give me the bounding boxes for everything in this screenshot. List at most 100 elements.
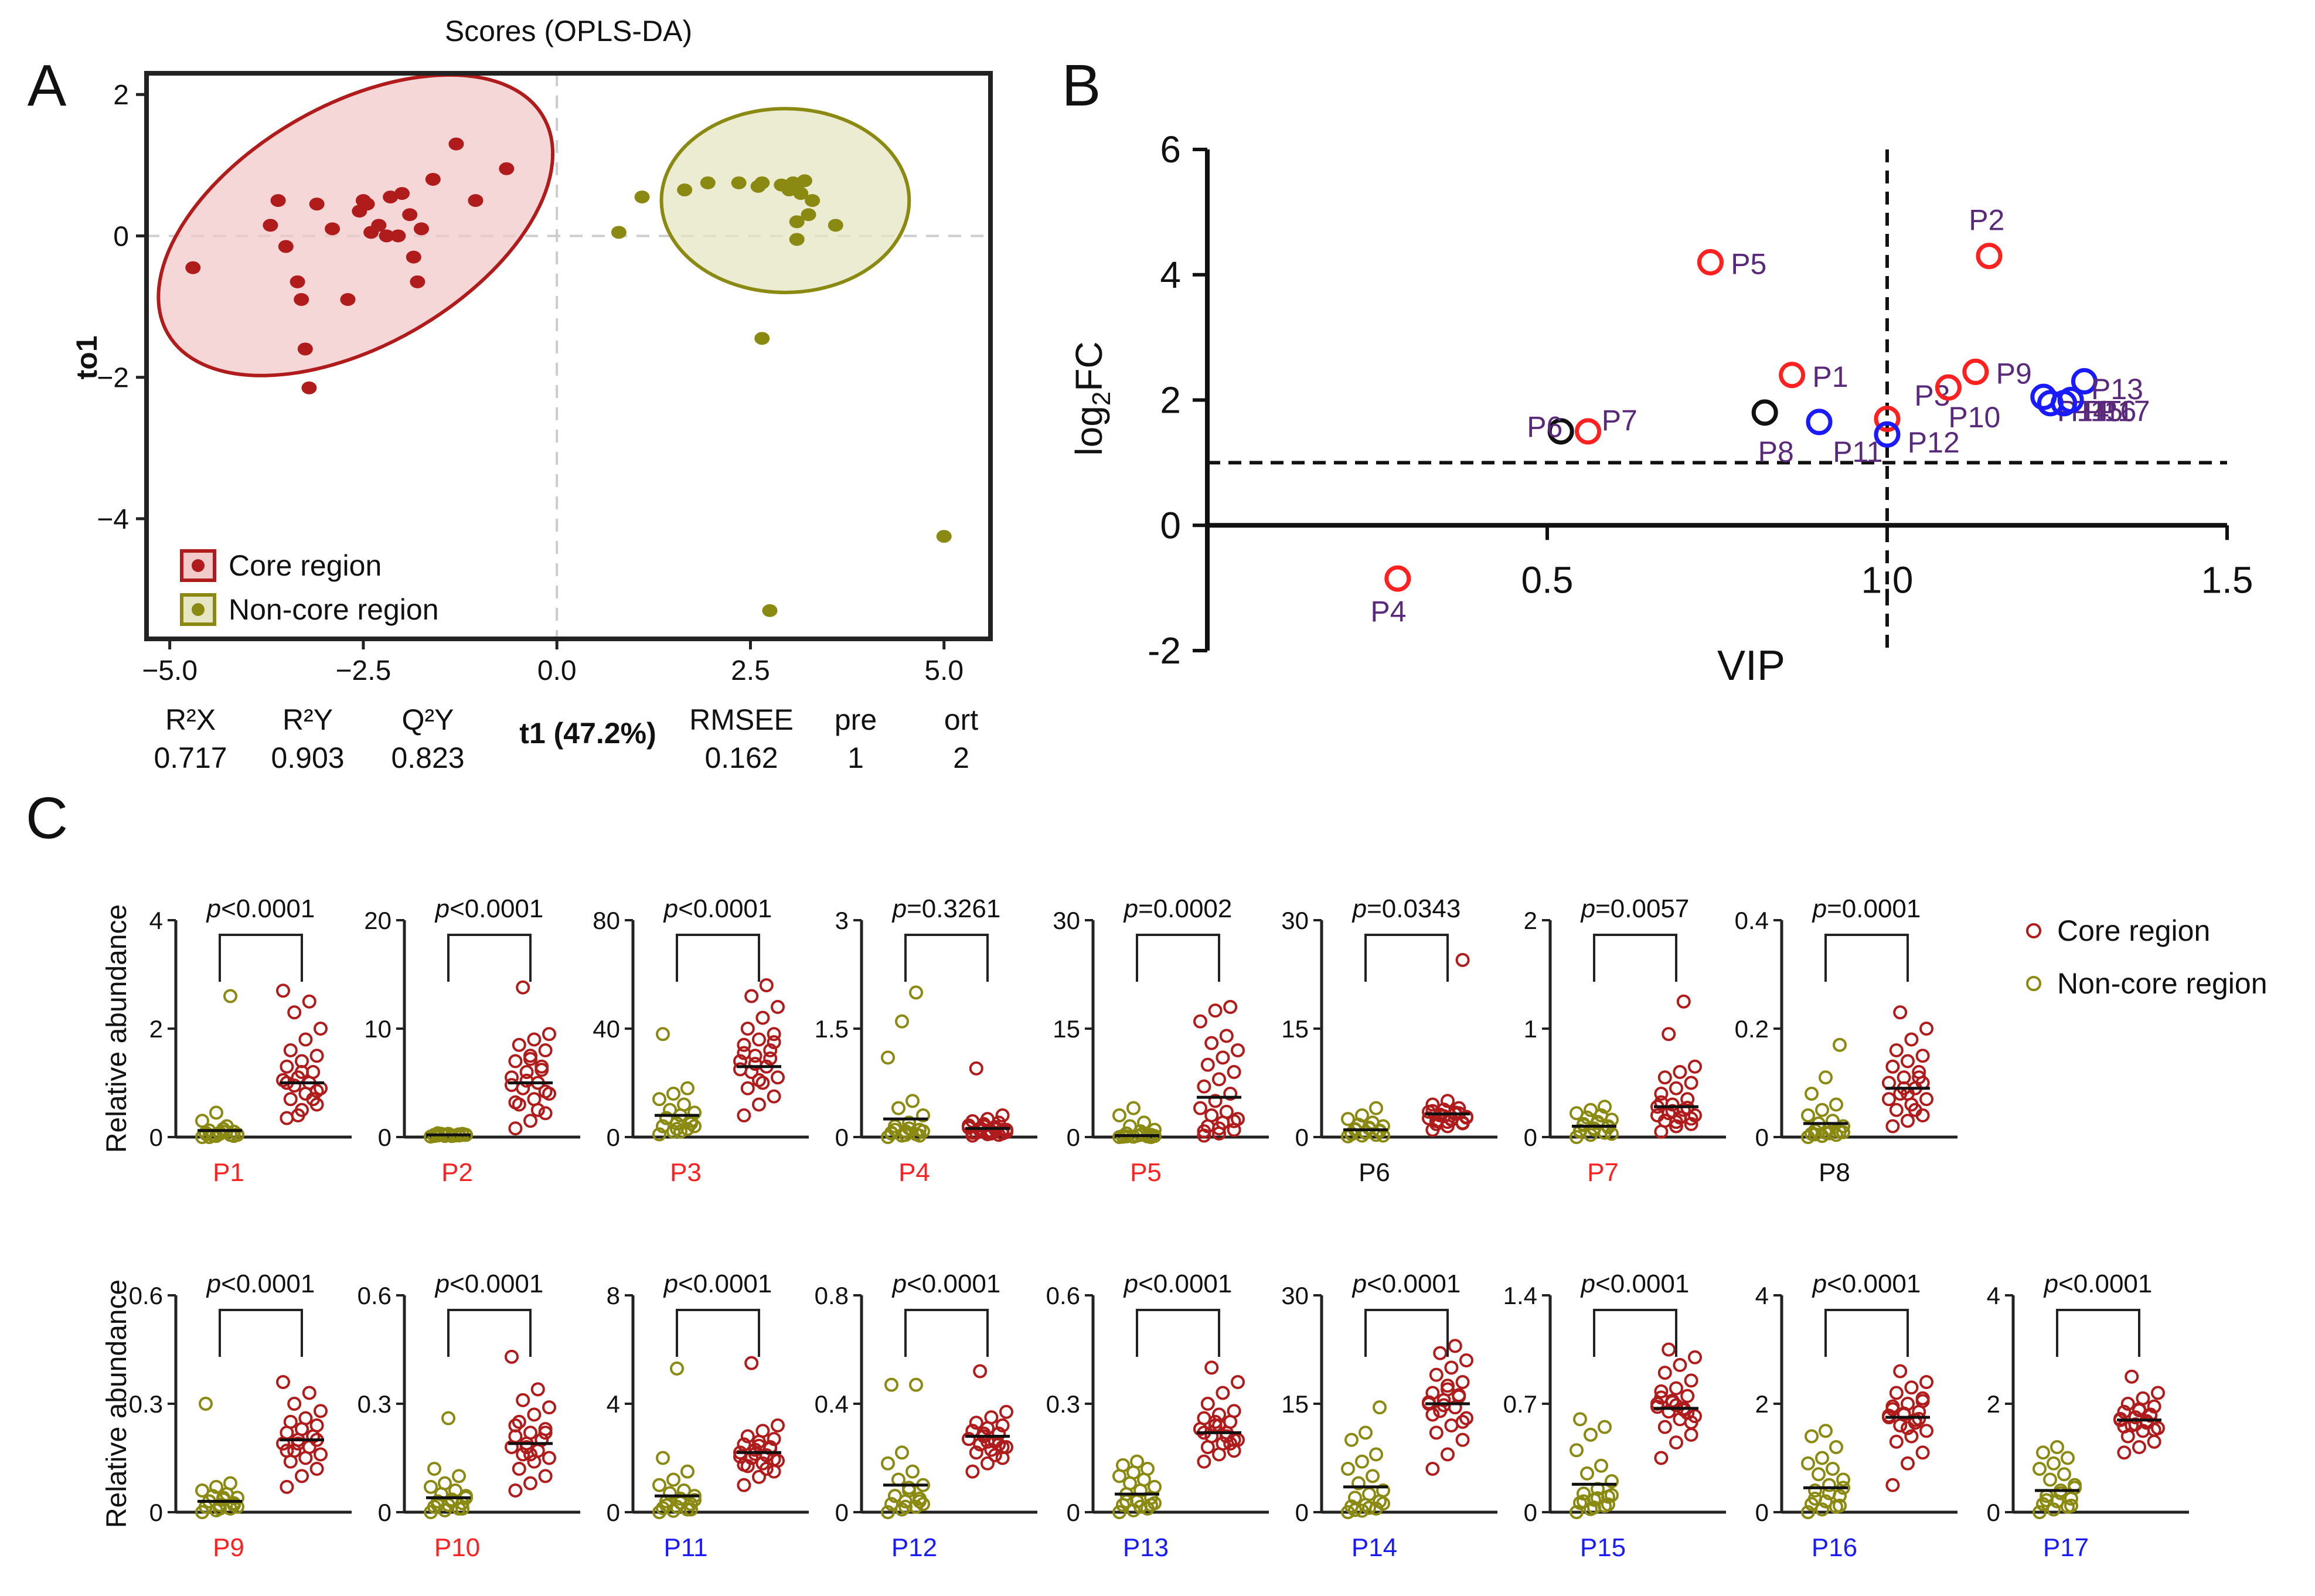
noncore-sample-point: [2040, 1493, 2054, 1507]
core-sample-point: [508, 1121, 523, 1136]
core-sample-point: [1425, 1407, 1440, 1422]
noncore-sample-point: [916, 1108, 930, 1122]
significance-bracket: [1136, 934, 1220, 982]
panel-label-c: C: [26, 785, 68, 851]
significance-bracket: [1824, 1309, 1909, 1357]
core-sample-point: [969, 1061, 983, 1076]
p-symbol: p: [891, 894, 907, 923]
core-sample-point: [1893, 1005, 1908, 1020]
abundance-panel-p5: 0 15 30 p=0.0002 P5: [1053, 894, 1269, 1187]
p-value: <0.0001: [1595, 1270, 1689, 1298]
core-sample-point: [309, 1084, 324, 1098]
y-tick-label: 1: [1524, 1015, 1537, 1043]
p-value-label: p<0.0001: [206, 894, 315, 923]
vip-point-p13: [2071, 367, 2098, 394]
core-sample-point: [516, 980, 530, 995]
noncore-score-point: [700, 176, 716, 189]
core-sample-point: [1919, 1022, 1933, 1036]
y-tick-label: 30: [1281, 1282, 1309, 1309]
core-sample-point: [737, 1108, 751, 1122]
abundance-panel-p9: 0 0.3 0.6 p<0.0001 P9: [129, 1270, 352, 1562]
core-sample-point: [1444, 1418, 1459, 1432]
noncore-sample-point: [195, 1483, 209, 1498]
noncore-score-point: [789, 215, 805, 229]
y-tick-label: −2: [97, 363, 129, 394]
abundance-panel-p11: 0 4 8 p<0.0001 P11: [607, 1270, 809, 1562]
significance-bracket: [1593, 934, 1677, 982]
legend-marker: [2026, 976, 2041, 991]
noncore-sample-point: [1373, 1400, 1387, 1415]
noncore-sample-point: [898, 1499, 913, 1514]
noncore-sample-point: [670, 1116, 684, 1131]
stat-name: pre: [835, 703, 877, 736]
core-sample-point: [538, 1043, 553, 1057]
noncore-sample-point: [1584, 1427, 1598, 1442]
core-sample-point: [1901, 1456, 1915, 1471]
core-sample-point: [287, 1078, 302, 1093]
core-sample-point: [1904, 1380, 1919, 1395]
core-score-point: [406, 250, 421, 264]
noncore-sample-point: [687, 1493, 702, 1507]
core-sample-point: [2120, 1397, 2135, 1411]
significance-bracket: [904, 934, 989, 982]
noncore-sample-point: [1573, 1412, 1587, 1427]
p-value-label: p<0.0001: [434, 894, 544, 923]
stat-value: 1: [847, 741, 864, 774]
noncore-score-point: [762, 604, 778, 617]
core-sample-point: [1231, 1043, 1245, 1057]
core-score-point: [499, 162, 515, 175]
core-sample-point: [1919, 1375, 1933, 1389]
y-tick-label: 20: [364, 907, 391, 934]
noncore-sample-point: [1815, 1502, 1829, 1517]
p-symbol: p: [1580, 1270, 1595, 1298]
y-tick-label: 0: [1067, 1124, 1080, 1151]
core-sample-point: [1669, 1119, 1683, 1134]
vip-point-p9: [1962, 358, 1989, 385]
core-sample-point: [737, 1046, 751, 1060]
core-sample-point: [1448, 1339, 1462, 1353]
core-sample-point: [973, 1364, 988, 1379]
core-sample-point: [981, 1456, 995, 1471]
y-tick-label: 80: [593, 907, 620, 934]
noncore-score-point: [731, 176, 747, 189]
core-sample-point: [1676, 994, 1691, 1009]
core-sample-point: [306, 1429, 321, 1444]
p-value: <0.0001: [2058, 1270, 2152, 1298]
p-symbol: p: [1812, 1270, 1827, 1298]
abundance-panel-p3: 0 40 80 p<0.0001 P3: [593, 894, 809, 1187]
noncore-sample-point: [1833, 1037, 1847, 1052]
y-tick-label: 15: [1281, 1390, 1309, 1418]
y-tick-label: 1.4: [1503, 1282, 1537, 1309]
core-sample-point: [508, 1483, 523, 1498]
core-sample-point: [314, 1022, 328, 1036]
core-sample-point: [1425, 1104, 1440, 1118]
abundance-panel-p16: 0 2 4 p<0.0001 P16: [1755, 1270, 1957, 1562]
noncore-sample-point: [1836, 1119, 1850, 1134]
noncore-sample-point: [881, 1505, 895, 1519]
core-score-point: [309, 198, 325, 211]
p-value-label: p<0.0001: [2043, 1270, 2153, 1298]
core-sample-point: [737, 1478, 751, 1492]
y-tick-label: 0: [1524, 1124, 1537, 1151]
vip-point-label: P9: [1996, 357, 2032, 390]
vip-point-label: P1: [1812, 360, 1848, 393]
p-value: <0.0001: [1138, 1270, 1232, 1298]
significance-bracket: [2056, 1309, 2140, 1357]
p-value: <0.0001: [678, 1270, 772, 1298]
noncore-sample-point: [916, 1497, 930, 1512]
noncore-sample-point: [1137, 1115, 1151, 1130]
panel-peak-name: P1: [213, 1158, 244, 1187]
stat-name: ort: [944, 703, 978, 736]
panel-peak-name: P5: [1130, 1158, 1162, 1187]
noncore-score-point: [677, 183, 693, 197]
core-sample-point: [309, 1462, 324, 1476]
noncore-sample-point: [438, 1476, 452, 1490]
core-sample-point: [1669, 1115, 1683, 1129]
noncore-sample-point: [666, 1087, 680, 1101]
core-sample-point: [291, 1108, 305, 1122]
y-tick-label: 0: [1755, 1499, 1769, 1526]
core-sample-point: [1200, 1057, 1215, 1072]
core-sample-point: [527, 1407, 542, 1422]
vip-point-label: P16: [2084, 395, 2136, 428]
